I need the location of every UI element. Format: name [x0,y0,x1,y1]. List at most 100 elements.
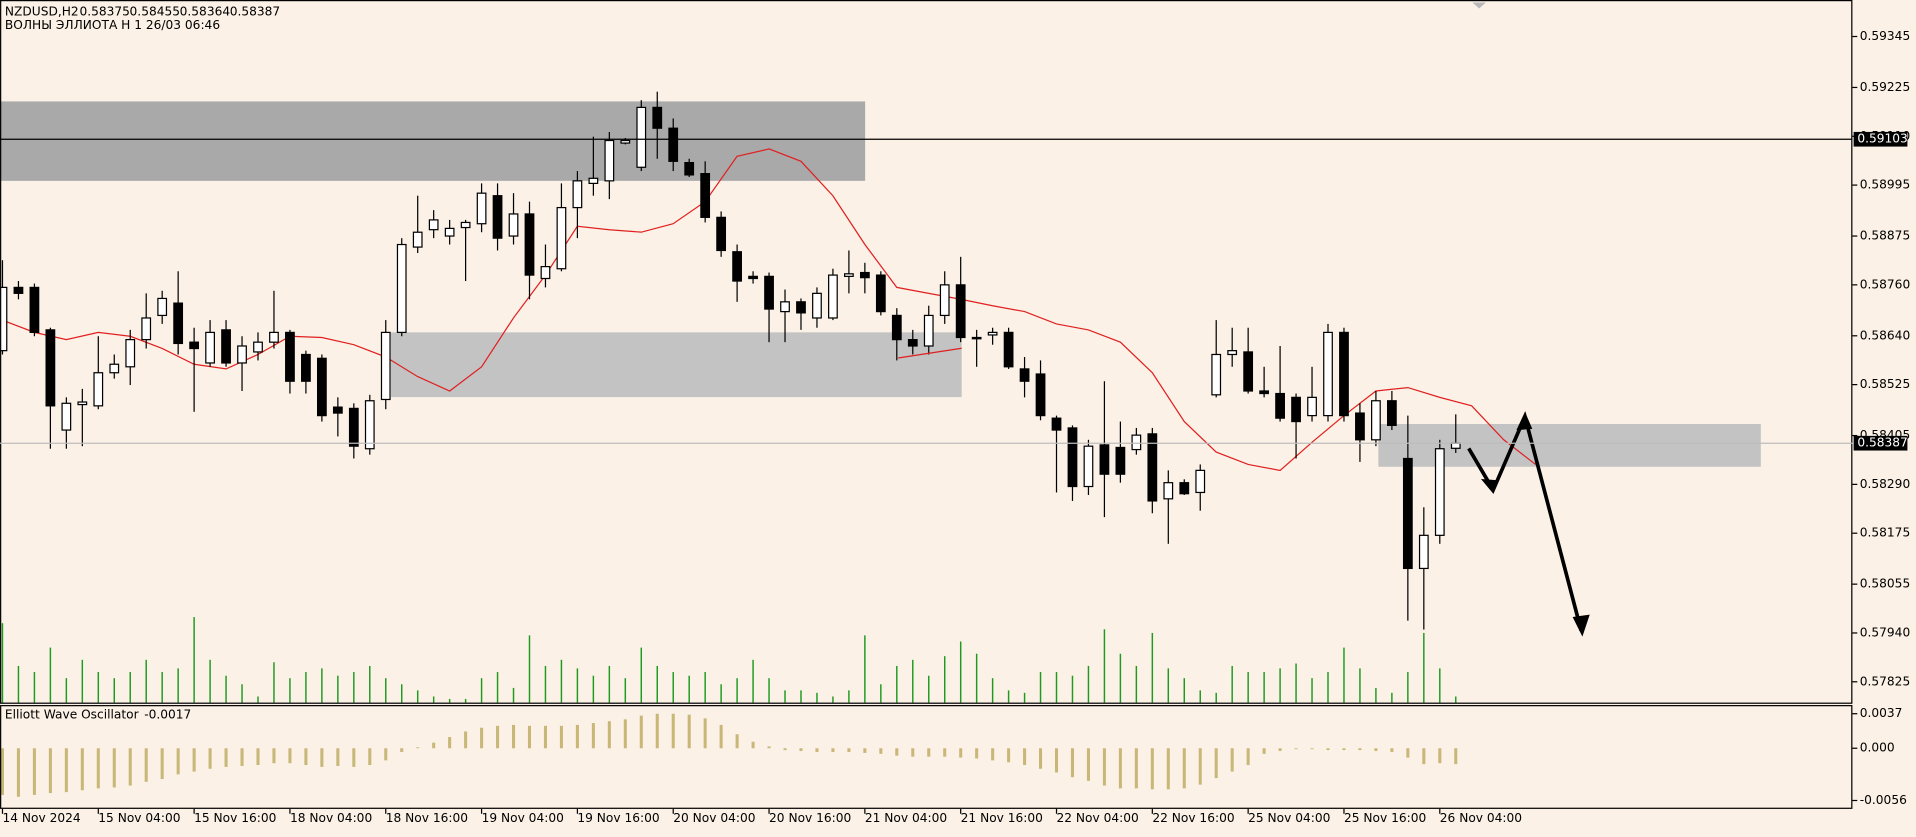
candle-body [412,231,423,248]
x-tick-label: 22 Nov 16:00 [1152,811,1234,825]
candle-body [955,284,966,339]
candle-body [380,331,391,401]
y-tick-label: -0.0056 [1860,793,1907,807]
candle-body [221,329,231,364]
wave-arrow [1467,411,1583,631]
y-tick-label: 0.59225 [1860,80,1910,94]
close-value: 0.58387 [230,5,280,19]
candle-body [0,286,8,352]
y-tick-label: 0.000 [1860,741,1895,755]
high-value: 0.58455 [130,5,180,19]
x-tick-label: 19 Nov 04:00 [482,811,564,825]
candle-body [1211,353,1222,396]
x-tick-label: 20 Nov 04:00 [673,811,755,825]
candle-body [1003,331,1014,368]
candle-body [348,407,359,447]
candle-body [572,180,583,209]
y-tick-label: 0.57825 [1860,674,1910,688]
candle-body [1227,350,1238,356]
candle-body [189,341,200,350]
candle-body [907,339,918,347]
candle-body [748,275,758,280]
candle-body [1402,457,1413,570]
candle-body [1179,482,1190,495]
candle-body [859,271,870,279]
x-tick-label: 15 Nov 16:00 [194,811,276,825]
arrow-head [1516,411,1533,431]
candle-body [1450,442,1461,449]
candle-body [764,275,774,310]
candle-body [971,336,982,340]
candle-body [1131,434,1142,451]
main-frame [0,0,1853,704]
candle-body [604,139,615,182]
candle-body [205,331,215,364]
candle-body [1147,433,1158,502]
candle-body [923,314,934,347]
y-tick-label: 0.58760 [1860,277,1910,291]
candle-body [45,329,56,407]
y-tick-label: 0.0037 [1860,706,1903,720]
candle-body [301,353,311,382]
candle-body [1275,392,1285,419]
candle-body [173,302,184,345]
candle-body [875,274,886,313]
candle-body [285,331,295,382]
supply-zone [0,101,866,181]
candle-body [716,216,727,252]
candle-body [652,106,663,129]
candle-body [700,173,711,218]
candle-body [891,314,902,341]
y-tick-label: 0.58055 [1860,577,1910,591]
candle-body [636,106,647,168]
candle-body [109,363,120,374]
candle-body [1051,417,1062,431]
candle-body [796,301,806,314]
x-tick-label: 19 Nov 16:00 [577,811,659,825]
candle-body [780,301,790,313]
candle-body [29,286,40,334]
candle-body [125,339,136,368]
x-tick-label: 25 Nov 16:00 [1344,811,1426,825]
candle-body [1355,412,1365,441]
candle-body [476,192,487,225]
zones [0,101,1761,467]
y-tick-label: 0.58525 [1860,377,1910,391]
price-tag [1853,131,1908,147]
candle-body [93,372,104,407]
candle-body [1386,400,1397,426]
candle-body [1019,368,1030,382]
candle-body [1163,482,1174,500]
indicator-value: -0.0017 [144,707,191,721]
y-tick-label: 0.59345 [1860,29,1910,43]
plot [0,91,1536,797]
candle-body [492,195,503,239]
candle-body [1195,469,1206,494]
indicator-title: Elliott Wave Oscillator [5,707,140,721]
x-tick-label: 18 Nov 16:00 [386,811,468,825]
candle-body [508,213,519,237]
candle-body [828,274,838,319]
y-tick-label: 0.58290 [1860,477,1910,491]
candle-body [396,243,407,334]
candle-body [1434,448,1445,536]
price-tag-label: 0.58387 [1857,436,1907,450]
trend-line [898,347,962,359]
y-tick-label: 0.58640 [1860,328,1910,342]
candle-body [1067,427,1078,488]
candle-body [13,286,24,294]
candle-body [237,345,247,364]
x-tick-label: 26 Nov 04:00 [1440,811,1522,825]
x-tick-label: 14 Nov 2024 [2,811,80,825]
candle-body [540,265,551,280]
symbol: NZDUSD,H2 [5,5,79,19]
candle-body [460,221,471,229]
x-tick-label: 21 Nov 16:00 [961,811,1043,825]
candle-body [1259,390,1270,395]
candle-body [1339,331,1349,417]
candle-body [1035,373,1046,417]
arrow-head [1480,478,1499,494]
candle-body [332,406,343,414]
candle-body [157,297,168,317]
